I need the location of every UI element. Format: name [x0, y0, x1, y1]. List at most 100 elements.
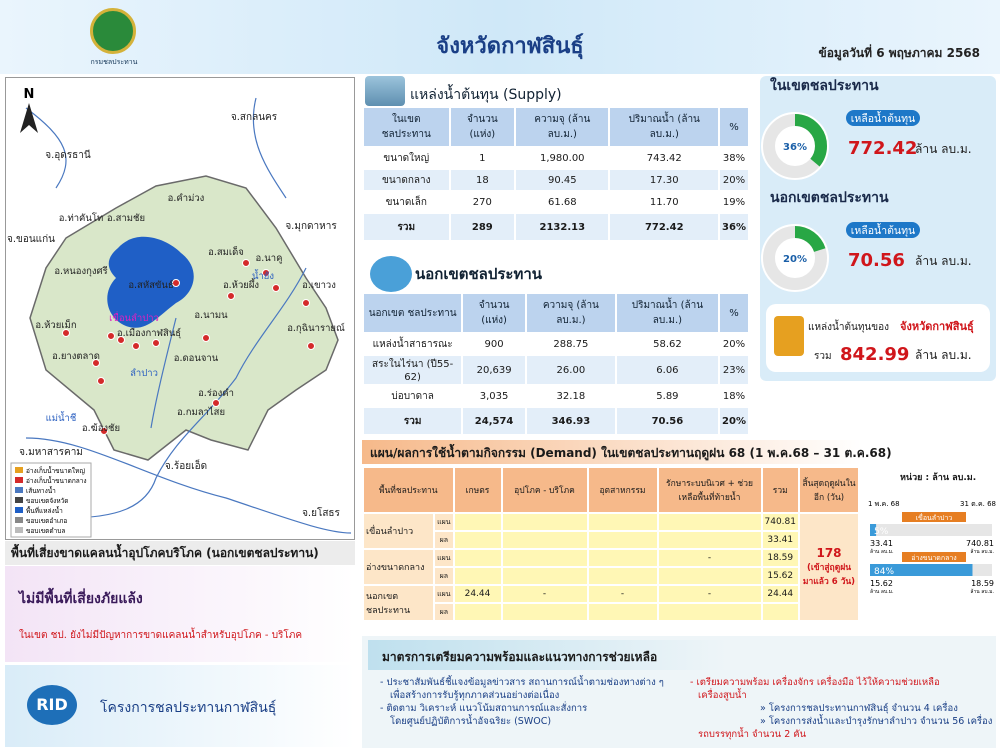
cell: 90.45: [514, 168, 611, 192]
value-cell: [452, 512, 503, 532]
header-cell: ความจุ (ล้าน ลบ.ม.): [524, 292, 617, 334]
map-legend: อ่างเก็บน้ำขนาดใหญ่อ่างเก็บน้ำขนาดกลางเส…: [10, 462, 92, 538]
reservoir-dot: [272, 284, 280, 292]
map-label: เขื่อนลำปาว: [109, 311, 159, 324]
header-cell: ในเขต ชลประทาน: [362, 106, 451, 148]
map-label: อ.สหัสขันธ์: [128, 279, 173, 291]
map-label: ลำปาว: [130, 368, 158, 379]
value-cell: [500, 602, 589, 622]
risk-status: ไม่มีพื้นที่เสี่ยงภัยแล้ง: [19, 591, 143, 607]
cell: 38%: [718, 146, 750, 170]
north-symbol: [20, 103, 38, 133]
remain-pill: [846, 222, 920, 238]
value-cell: [452, 530, 503, 550]
table: ในเขต ชลประทาน จำนวน (แห่ง) ความจุ (ล้าน ล…: [362, 106, 750, 242]
measure-line: รถบรรทุกน้ำ จำนวน 2 คัน: [698, 729, 807, 740]
value-cell: 740.81: [760, 512, 800, 532]
reservoir-dot: [117, 336, 125, 344]
reservoir-dot: [152, 339, 160, 347]
row: ผล 33.41: [363, 530, 859, 550]
cell: 3,035: [461, 384, 527, 408]
cell: 20%: [718, 332, 750, 356]
remaining-note: (เข้าสู่ฤดูฝนมาแล้ว 6 วัน): [802, 563, 856, 587]
bar-unit: ล้าน ลบ.ม.: [970, 548, 994, 555]
cell: ขนาดใหญ่: [362, 146, 451, 170]
map-label: จ.สกลนคร: [231, 112, 278, 123]
row: ผล: [363, 602, 859, 622]
gauge-title: นอกเขตชลประทาน: [770, 190, 889, 206]
risk-note: ในเขต ชป. ยังไม่มีปัญหาการขาดแคลนน้ำสำหร…: [19, 630, 303, 641]
risk-title: พื้นที่เสี่ยงขาดแคลนน้ำอุปโภคบริโภค (นอก…: [5, 541, 355, 565]
logo: [90, 8, 136, 54]
reservoir-dot: [97, 377, 105, 385]
measure-line: เครื่องสูบน้ำ: [698, 690, 747, 701]
reservoir-dot: [307, 342, 315, 350]
bar-plan: 740.81: [966, 539, 994, 548]
map-label: อ.ยางตลาด: [52, 351, 100, 362]
total-label: แหล่งน้ำต้นทุนของ: [808, 319, 889, 333]
remain-label: เหลือน้ำต้นทุน: [851, 111, 915, 125]
remain-unit: ล้าน ลบ.ม.: [915, 142, 972, 156]
supply-title: แหล่งน้ำต้นทุน (Supply): [410, 87, 562, 103]
value-cell: [586, 566, 659, 586]
row: สระในไร่นา (ปี55-62) 20,639 26.00 6.06 23%: [361, 354, 750, 386]
date: ข้อมูลวันที่ 6 พฤษภาคม 2568: [818, 46, 980, 60]
river: [150, 317, 177, 429]
value-cell: 24.44: [452, 584, 503, 604]
outside-title: นอกเขตชลประทาน: [415, 265, 543, 283]
cell: 289: [448, 212, 517, 242]
value-cell: [656, 602, 763, 622]
reservoir-dot: [92, 359, 100, 367]
kind-cell: แผน: [433, 512, 455, 532]
bar-unit: ล้าน ลบ.ม.: [870, 588, 894, 595]
total-unit: ล้าน ลบ.ม.: [915, 348, 972, 362]
footer: RID โครงการชลประทานกาฬสินธุ์: [5, 665, 355, 747]
value-cell: [500, 566, 589, 586]
cell: 1,980.00: [514, 146, 611, 170]
header-cell: นอกเขต ชลประทาน: [361, 292, 464, 334]
total-icon: [774, 316, 804, 356]
total-sum-label: รวม: [814, 351, 832, 362]
lake-icon: [370, 256, 412, 292]
value-cell: 24.44: [760, 584, 800, 604]
reservoir-dot: [302, 299, 310, 307]
value-cell: -: [586, 584, 659, 604]
reservoir-dot: [100, 427, 108, 435]
header: กรมชลประทาน จังหวัดกาฬสินธุ์ ข้อมูลวันที…: [0, 0, 1000, 74]
measure-line: เพื่อสร้างการรับรู้ทุกภาคส่วนอย่างต่อเนื…: [390, 690, 560, 701]
value-cell: [452, 548, 503, 568]
map-label: อ.นามน: [194, 310, 228, 321]
bar-label: เขื่อนลำปาว: [916, 513, 953, 522]
header-row: นอกเขต ชลประทาน จำนวน (แห่ง) ความจุ (ล้าน …: [361, 292, 750, 334]
cell: 26.00: [524, 354, 617, 386]
cell: 32.18: [524, 384, 617, 408]
header-cell: อุตสาหกรรม: [586, 466, 659, 514]
bar-label-bg: [902, 512, 966, 522]
measure-line: - ประชาสัมพันธ์ชี้แจงข้อมูลข่าวสาร สถานก…: [380, 677, 664, 688]
legend-label: ขอบเขตจังหวัด: [26, 497, 69, 505]
cell: 11.70: [608, 190, 721, 214]
legend-swatch: [15, 467, 23, 473]
map-label: จ.อุดรธานี: [45, 149, 91, 161]
cell: 18: [448, 168, 517, 192]
bar-used: 33.41: [870, 539, 893, 548]
map-label: อ.กมลาไสย: [177, 406, 225, 418]
legend-label: เส้นทางน้ำ: [26, 486, 56, 495]
kind-cell: แผน: [433, 548, 455, 568]
value-cell: [656, 530, 763, 550]
remaining-days: 178: [816, 546, 842, 560]
value-cell: -: [656, 584, 763, 604]
row: ขนาดกลาง 18 90.45 17.30 20%: [362, 168, 750, 192]
rid-logo: RID: [27, 685, 77, 725]
table: นอกเขต ชลประทาน จำนวน (แห่ง) ความจุ (ล้าน …: [361, 292, 750, 436]
value-cell: [586, 602, 659, 622]
cell: 20,639: [461, 354, 527, 386]
row: รวม 24,574 346.93 70.56 20%: [361, 406, 750, 436]
row: ขนาดใหญ่ 1 1,980.00 743.42 38%: [362, 146, 750, 170]
header-cell: พื้นที่ชลประทาน: [362, 466, 455, 514]
map-label: อ.เขาวง: [302, 280, 336, 291]
map-label: อ.สามชัย: [107, 213, 145, 224]
map-label: อ.ร่องคำ: [198, 388, 234, 399]
cell: 19%: [718, 190, 750, 214]
value-cell: [452, 566, 503, 586]
